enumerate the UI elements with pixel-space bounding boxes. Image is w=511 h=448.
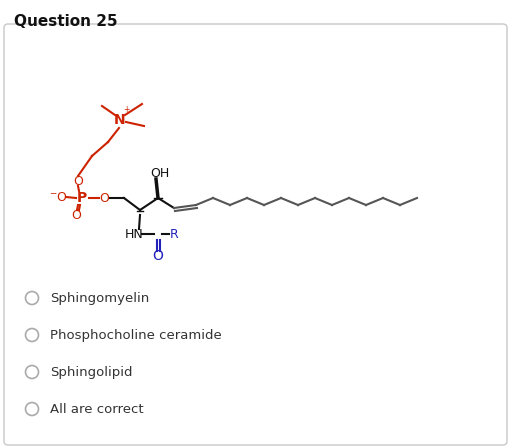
Text: O: O xyxy=(73,175,83,188)
Text: OH: OH xyxy=(150,167,170,180)
Text: O: O xyxy=(153,249,164,263)
Text: P: P xyxy=(77,191,87,205)
Text: All are correct: All are correct xyxy=(50,402,144,415)
Text: Sphingolipid: Sphingolipid xyxy=(50,366,132,379)
Text: Phosphocholine ceramide: Phosphocholine ceramide xyxy=(50,328,222,341)
Text: R: R xyxy=(170,228,178,241)
Text: N: N xyxy=(114,113,126,127)
Text: $^{+}$: $^{+}$ xyxy=(123,105,131,115)
Text: $^{-}$O: $^{-}$O xyxy=(49,190,67,203)
Text: HN: HN xyxy=(125,228,144,241)
Text: O: O xyxy=(71,208,81,221)
Text: Sphingomyelin: Sphingomyelin xyxy=(50,292,149,305)
FancyBboxPatch shape xyxy=(4,24,507,445)
Text: Question 25: Question 25 xyxy=(14,14,118,29)
Text: O: O xyxy=(99,191,109,204)
